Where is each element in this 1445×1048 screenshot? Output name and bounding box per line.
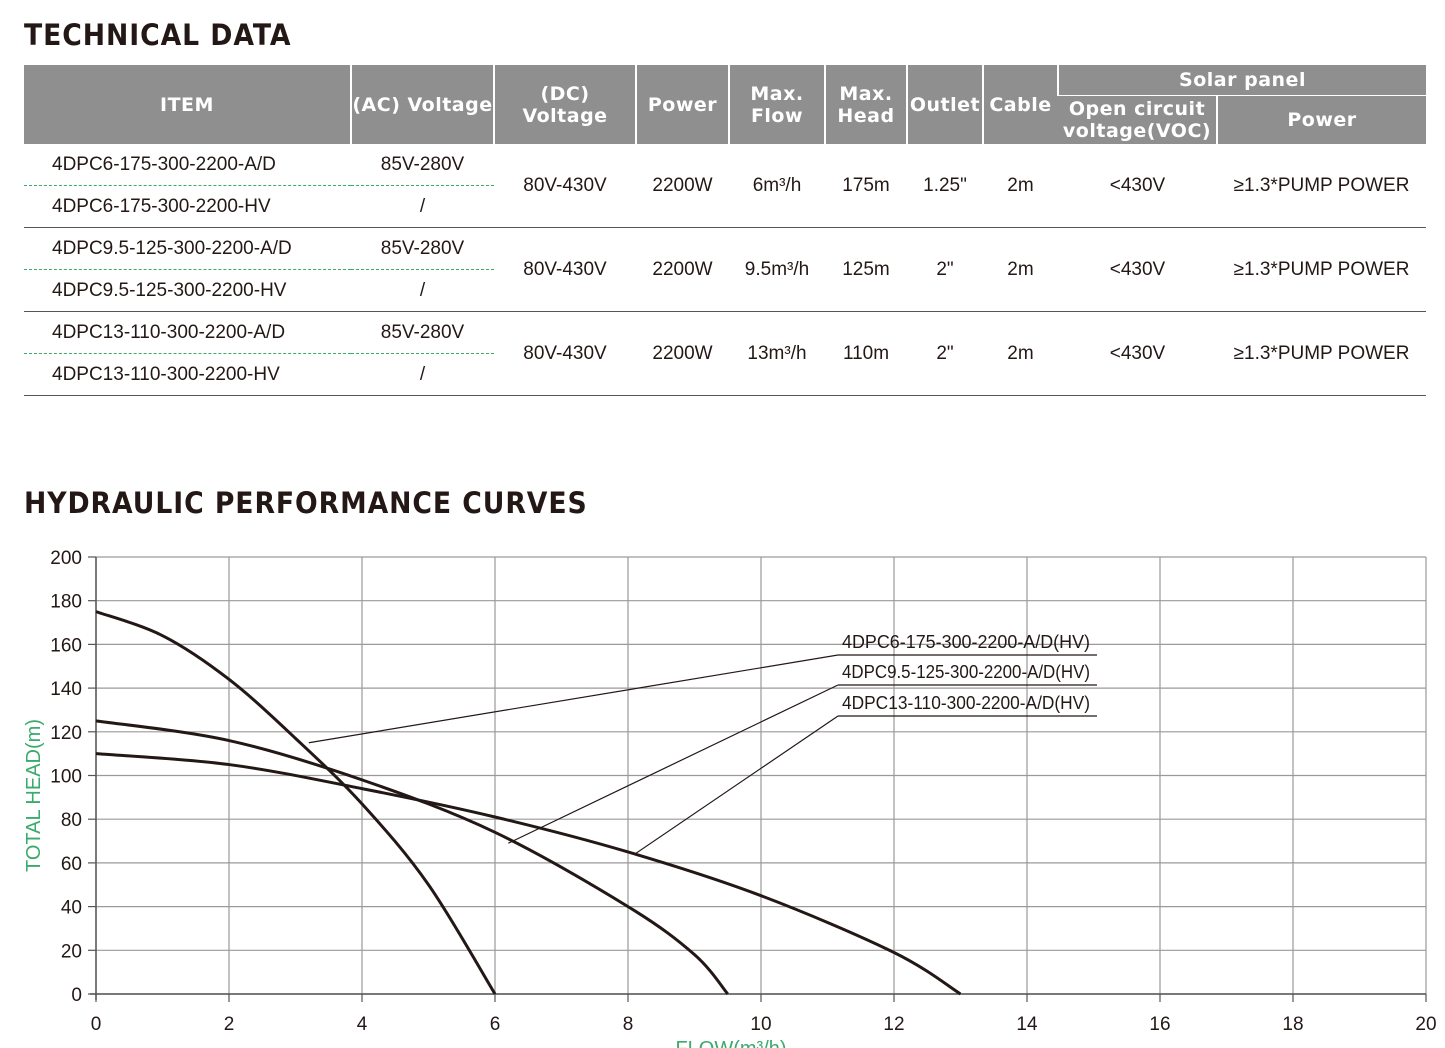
y-axis-label: TOTAL HEAD(m) — [23, 719, 45, 872]
leader-line — [308, 654, 839, 744]
model-ad-cell: 4DPC6-175-300-2200-A/D — [24, 144, 351, 186]
ac-voltage-cell: 85V-280V — [351, 227, 494, 270]
y-tick-label: 140 — [50, 679, 82, 700]
max-flow-cell: 9.5m³/h — [729, 227, 825, 312]
technical-data-table: ITEM (AC) Voltage (DC) Voltage Power Max… — [24, 65, 1426, 396]
y-tick-label: 180 — [50, 592, 82, 613]
x-tick-label: 10 — [750, 1014, 771, 1035]
dc-voltage-cell: 80V-430V — [494, 144, 636, 228]
cable-cell: 2m — [983, 311, 1058, 396]
voc-cell: <430V — [1058, 311, 1217, 396]
performance-curves-chart: 0 20 40 60 80 100 120 140 160 180 200 0 2 4 6 8 10 12 14 16… — [23, 548, 1437, 1048]
outlet-cell: 2" — [907, 311, 983, 396]
max-flow-cell: 6m³/h — [729, 144, 825, 228]
x-axis-label: FLOW(m³/h) — [675, 1038, 786, 1048]
header-voc: Open circuit voltage(VOC) — [1058, 95, 1217, 144]
ac-voltage-cell: / — [351, 353, 494, 396]
y-tick-label: 80 — [61, 810, 82, 831]
ac-voltage-cell: / — [351, 185, 494, 228]
panel-power-cell: ≥1.3*PUMP POWER — [1217, 311, 1426, 396]
header-outlet: Outlet — [906, 65, 983, 144]
series-label: 4DPC13-110-300-2200-A/D(HV) — [842, 693, 1090, 713]
header-ac-voltage: (AC) Voltage — [350, 65, 494, 144]
power-cell: 2200W — [636, 311, 729, 396]
y-tick-label: 0 — [71, 985, 82, 1006]
header-dc-voltage: (DC) Voltage — [493, 65, 636, 144]
max-head-cell: 110m — [825, 311, 907, 396]
ac-voltage-cell: / — [351, 269, 494, 312]
y-tick-label: 200 — [50, 548, 82, 569]
cable-cell: 2m — [983, 227, 1058, 312]
header-power: Power — [635, 65, 729, 144]
curve-series-2 — [95, 719, 729, 995]
y-tick-label: 120 — [50, 723, 82, 744]
voc-cell: <430V — [1058, 227, 1217, 312]
x-tick-label: 6 — [490, 1014, 501, 1035]
x-tick-label: 20 — [1415, 1014, 1436, 1035]
max-head-cell: 175m — [825, 144, 907, 228]
header-max-head: Max. Head — [824, 65, 907, 144]
max-flow-cell: 13m³/h — [729, 311, 825, 396]
x-tick-label: 4 — [357, 1014, 368, 1035]
header-panel-power: Power — [1216, 95, 1426, 144]
dc-voltage-cell: 80V-430V — [494, 311, 636, 396]
x-tick-label: 14 — [1016, 1014, 1038, 1035]
y-tick-label: 160 — [50, 635, 82, 656]
x-tick-label: 12 — [883, 1014, 904, 1035]
y-tick-label: 60 — [61, 854, 82, 875]
model-hv-cell: 4DPC6-175-300-2200-HV — [24, 185, 351, 228]
y-tick-label: 40 — [61, 898, 82, 919]
table-row: 4DPC13-110-300-2200-A/D 85V-280V 80V-430V 2… — [24, 311, 1426, 396]
model-hv-cell: 4DPC13-110-300-2200-HV — [24, 353, 351, 396]
y-tick-label: 100 — [50, 767, 82, 788]
technical-data-title: TECHNICAL DATA — [24, 18, 292, 52]
x-tick-label: 2 — [224, 1014, 235, 1035]
y-tick-label: 20 — [61, 941, 82, 962]
power-cell: 2200W — [636, 227, 729, 312]
x-tick-label: 16 — [1149, 1014, 1170, 1035]
model-hv-cell: 4DPC9.5-125-300-2200-HV — [24, 269, 351, 312]
cable-cell: 2m — [983, 144, 1058, 228]
power-cell: 2200W — [636, 144, 729, 228]
model-ad-cell: 4DPC13-110-300-2200-A/D — [24, 311, 351, 354]
panel-power-cell: ≥1.3*PUMP POWER — [1217, 227, 1426, 312]
x-tick-label: 8 — [623, 1014, 634, 1035]
curve-series-3 — [95, 752, 962, 996]
table-row: 4DPC6-175-300-2200-HV / — [24, 185, 1426, 228]
ac-voltage-cell: 85V-280V — [351, 311, 494, 354]
table-row: 4DPC9.5-125-300-2200-HV / — [24, 269, 1426, 312]
model-ad-cell: 4DPC9.5-125-300-2200-A/D — [24, 227, 351, 270]
voc-cell: <430V — [1058, 144, 1217, 228]
header-item: ITEM — [24, 65, 351, 144]
dc-voltage-cell: 80V-430V — [494, 227, 636, 312]
header-solar-panel: Solar panel — [1057, 65, 1426, 96]
series-label: 4DPC9.5-125-300-2200-A/D(HV) — [842, 662, 1090, 682]
header-max-flow: Max. Flow — [728, 65, 825, 144]
outlet-cell: 2" — [907, 227, 983, 312]
table-row: 4DPC6-175-300-2200-A/D 85V-280V 80V-430V 22… — [24, 144, 1426, 228]
leader-line — [508, 684, 839, 844]
series-label: 4DPC6-175-300-2200-A/D(HV) — [842, 632, 1090, 652]
x-tick-label: 0 — [91, 1014, 102, 1035]
table-row: 4DPC13-110-300-2200-HV / — [24, 353, 1426, 396]
ac-voltage-cell: 85V-280V — [351, 144, 494, 186]
x-tick-label: 18 — [1282, 1014, 1303, 1035]
header-cable: Cable — [982, 65, 1058, 144]
hydraulic-curves-title: HYDRAULIC PERFORMANCE CURVES — [24, 486, 588, 520]
max-head-cell: 125m — [825, 227, 907, 312]
panel-power-cell: ≥1.3*PUMP POWER — [1217, 144, 1426, 228]
curve-series-1 — [95, 610, 497, 995]
leader-line — [634, 715, 839, 855]
outlet-cell: 1.25" — [907, 144, 983, 228]
table-row: 4DPC9.5-125-300-2200-A/D 85V-280V 80V-430V… — [24, 227, 1426, 312]
